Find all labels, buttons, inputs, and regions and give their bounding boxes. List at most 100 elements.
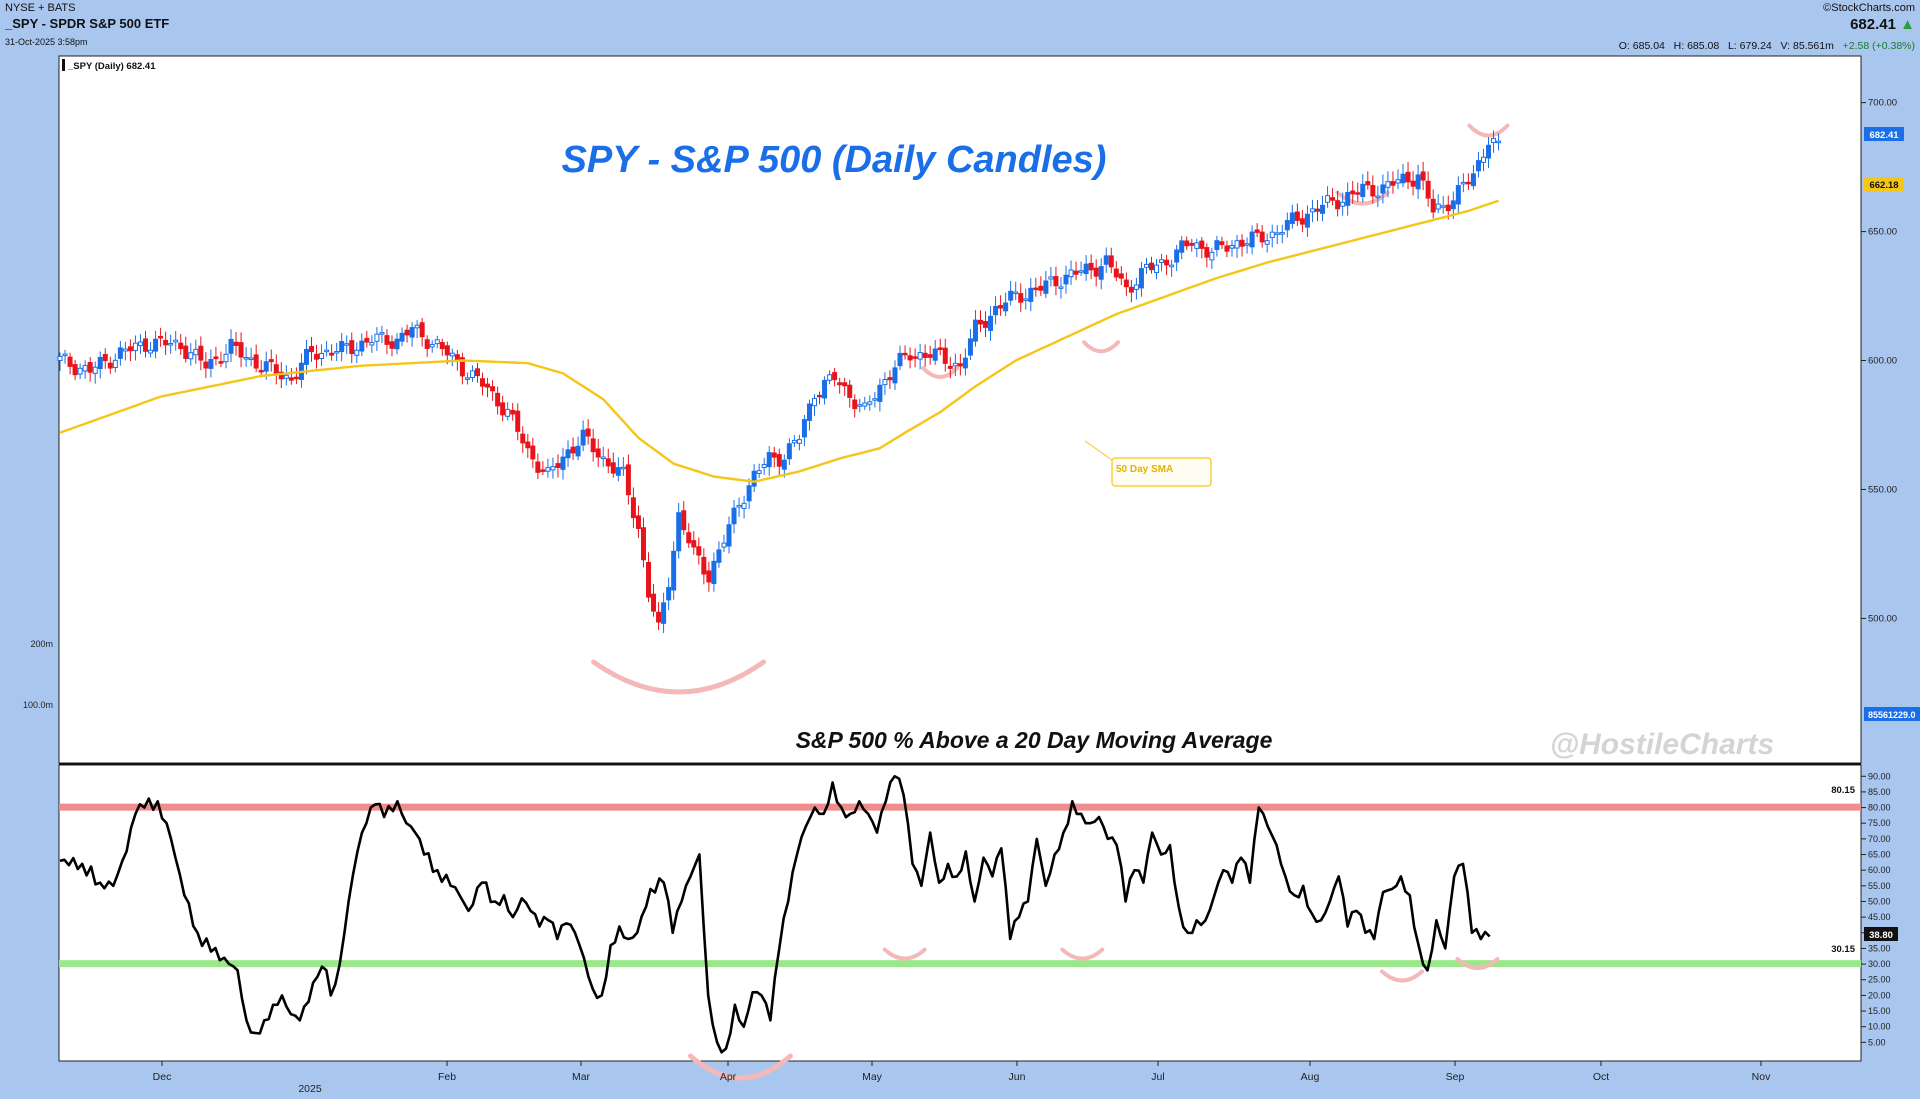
candle-body	[238, 342, 244, 358]
candle-body	[439, 342, 445, 350]
candle-body	[1425, 180, 1431, 199]
candle-body	[646, 561, 652, 598]
candle-body	[158, 335, 164, 339]
candle-body	[1315, 208, 1320, 212]
breadth-tick-label: 15.00	[1868, 1006, 1891, 1016]
candle-body	[1385, 181, 1391, 188]
breadth-tick-label: 55.00	[1868, 881, 1891, 891]
candle-body	[1199, 240, 1205, 249]
candle-body	[218, 361, 224, 364]
candle-body	[1355, 192, 1361, 195]
sma-tag	[1864, 177, 1904, 191]
legend-swatch	[62, 59, 65, 71]
candle-body	[92, 366, 98, 374]
candle-body	[213, 356, 219, 360]
candle-body	[666, 586, 672, 601]
candle-body	[117, 347, 123, 359]
candle-body	[258, 369, 264, 373]
candle-body	[600, 456, 606, 460]
candle-body	[837, 382, 843, 386]
candle-body	[1345, 191, 1351, 206]
candle-body	[786, 443, 792, 460]
lower-line-label: 30.15	[1831, 944, 1855, 955]
candle-body	[691, 540, 697, 548]
candle-body	[686, 532, 692, 544]
candle-body	[324, 349, 330, 353]
candle-body	[1350, 190, 1356, 195]
candle-body	[168, 342, 174, 346]
low-value: L: 679.24	[1727, 40, 1772, 52]
candle-body	[972, 319, 978, 342]
breadth-tick-label: 75.00	[1868, 818, 1891, 828]
candle-body	[746, 485, 752, 502]
candle-body	[917, 352, 923, 360]
candle-body	[872, 398, 878, 401]
candle-body	[303, 348, 309, 365]
candle-body	[1340, 201, 1346, 207]
candle-body	[62, 353, 68, 357]
candle-body	[1435, 203, 1441, 210]
candle-body	[806, 403, 812, 421]
candle-body	[288, 377, 294, 381]
candle-body	[857, 404, 863, 407]
candle-body	[163, 339, 169, 346]
candle-body	[671, 550, 677, 591]
candle-body	[132, 342, 138, 352]
high-value: H: 685.08	[1673, 40, 1720, 52]
candle-body	[414, 324, 420, 329]
candle-body	[193, 348, 199, 356]
upper-line-label: 80.15	[1831, 785, 1855, 796]
candle-body	[947, 365, 953, 369]
price-tick-label: 700.00	[1868, 98, 1897, 109]
volume-tag-text: 85561229.0	[1868, 710, 1916, 720]
brand-label[interactable]: ©StockCharts.com	[1823, 2, 1915, 14]
candle-body	[1053, 276, 1059, 287]
bottom-arc	[687, 1053, 793, 1081]
candle-body	[474, 368, 480, 377]
candle-body	[1038, 285, 1044, 291]
price-tick-label: 550.00	[1868, 484, 1897, 495]
bottom-arc	[1455, 956, 1500, 970]
candle-body	[178, 342, 184, 350]
candle-body	[319, 352, 325, 359]
candle-body	[696, 546, 702, 556]
candle-body	[424, 339, 430, 350]
candle-body	[143, 338, 149, 352]
candle-body	[198, 345, 204, 361]
candle-body	[796, 439, 802, 444]
candle-body	[1274, 232, 1280, 235]
candle-body	[72, 364, 78, 376]
candle-body	[1143, 263, 1149, 268]
candle-body	[942, 347, 948, 364]
candle-body	[1093, 267, 1099, 277]
candle-body	[1118, 273, 1124, 279]
candle-body	[922, 352, 928, 358]
candle-body	[203, 361, 209, 369]
candle-body	[1204, 247, 1210, 258]
candle-body	[967, 338, 973, 356]
candle-body	[127, 346, 133, 352]
candle-body	[560, 456, 566, 470]
candle-body	[183, 345, 189, 359]
candle-body	[907, 355, 913, 361]
candle-body	[510, 409, 516, 415]
candle-body	[1420, 171, 1426, 181]
price-tick-label: 500.00	[1868, 613, 1897, 624]
last-price-tag	[1864, 127, 1904, 141]
candle-body	[1013, 291, 1019, 295]
candle-body	[1299, 218, 1305, 225]
candle-body	[1415, 174, 1421, 190]
breadth-tick-label: 30.00	[1868, 959, 1891, 969]
candle-body	[595, 448, 601, 458]
candle-body	[867, 401, 873, 405]
x-tick-label: Apr	[720, 1071, 737, 1083]
candle-body	[1133, 284, 1139, 290]
candle-body	[545, 467, 551, 472]
candle-body	[1103, 255, 1109, 265]
candle-body	[550, 466, 556, 471]
candle-body	[122, 348, 128, 352]
volume-label-100m: 100.0m	[23, 700, 53, 710]
candle-body	[309, 346, 314, 353]
candle-body	[1360, 183, 1366, 198]
x-axis: Dec 2025 Feb Mar Apr May Jun Jul Aug Sep Oct Nov	[153, 1061, 1771, 1095]
